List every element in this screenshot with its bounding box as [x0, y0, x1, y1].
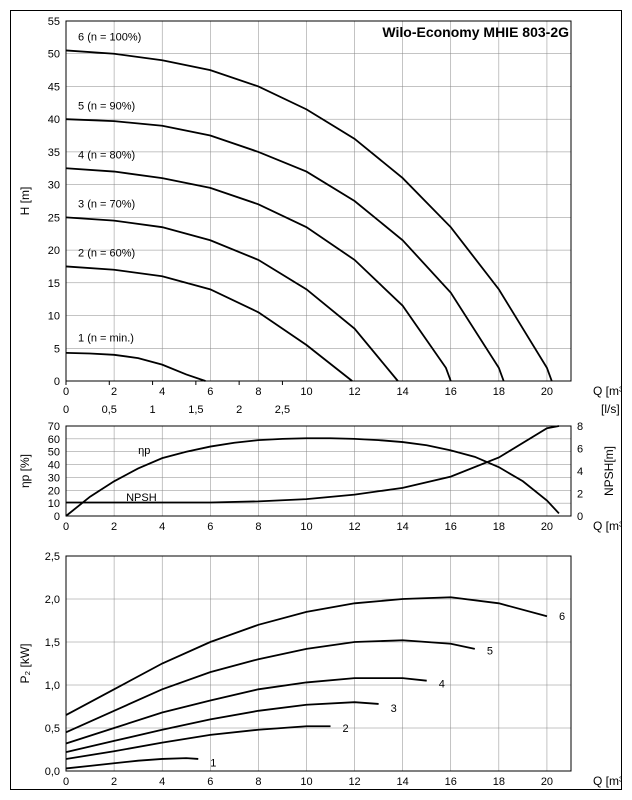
svg-text:10: 10	[300, 776, 312, 788]
svg-text:4: 4	[159, 521, 165, 533]
svg-text:20: 20	[541, 776, 553, 788]
svg-text:8: 8	[255, 521, 261, 533]
svg-text:4: 4	[439, 678, 445, 690]
svg-text:P₂ [kW]: P₂ [kW]	[18, 644, 32, 684]
svg-text:0: 0	[54, 511, 60, 523]
svg-text:2: 2	[111, 776, 117, 788]
svg-text:30: 30	[48, 472, 60, 484]
svg-text:5: 5	[54, 343, 60, 355]
svg-text:6: 6	[207, 386, 213, 398]
svg-text:40: 40	[48, 114, 60, 126]
svg-text:5: 5	[487, 646, 493, 658]
svg-text:1,5: 1,5	[188, 404, 203, 416]
svg-text:6: 6	[577, 444, 583, 456]
svg-text:45: 45	[48, 81, 60, 93]
svg-text:1: 1	[210, 757, 216, 769]
svg-text:10: 10	[300, 386, 312, 398]
svg-text:50: 50	[48, 49, 60, 61]
svg-text:Q [m³/h]: Q [m³/h]	[593, 519, 621, 533]
svg-text:20: 20	[48, 245, 60, 257]
svg-text:4: 4	[577, 466, 583, 478]
svg-text:2: 2	[343, 723, 349, 735]
svg-text:1 (n = min.): 1 (n = min.)	[78, 333, 134, 345]
svg-text:10: 10	[48, 311, 60, 323]
svg-text:35: 35	[48, 147, 60, 159]
svg-text:6: 6	[207, 776, 213, 788]
svg-text:2,5: 2,5	[275, 404, 290, 416]
svg-text:2,0: 2,0	[45, 594, 60, 606]
svg-text:NPSH[m]: NPSH[m]	[602, 446, 616, 496]
svg-text:6: 6	[207, 521, 213, 533]
svg-text:18: 18	[493, 521, 505, 533]
svg-text:8: 8	[577, 421, 583, 433]
svg-text:12: 12	[348, 386, 360, 398]
svg-text:0: 0	[63, 386, 69, 398]
svg-text:6 (n = 100%): 6 (n = 100%)	[78, 32, 141, 44]
svg-text:3 (n = 70%): 3 (n = 70%)	[78, 199, 135, 211]
svg-text:15: 15	[48, 278, 60, 290]
svg-text:4 (n = 80%): 4 (n = 80%)	[78, 149, 135, 161]
svg-text:[l/s]: [l/s]	[601, 402, 620, 416]
svg-text:20: 20	[541, 521, 553, 533]
svg-text:12: 12	[348, 776, 360, 788]
svg-text:60: 60	[48, 434, 60, 446]
svg-text:H [m]: H [m]	[18, 187, 32, 216]
svg-text:18: 18	[493, 386, 505, 398]
svg-text:2: 2	[111, 386, 117, 398]
svg-text:18: 18	[493, 776, 505, 788]
pump-curve-sheet: 02468101214161820Q [m³/h]00,511,522,5[l/…	[10, 10, 622, 790]
svg-text:0,0: 0,0	[45, 766, 60, 778]
svg-text:8: 8	[255, 776, 261, 788]
svg-text:14: 14	[397, 776, 409, 788]
svg-text:0: 0	[63, 404, 69, 416]
svg-text:Q [m³/h]: Q [m³/h]	[593, 774, 621, 788]
svg-text:0: 0	[63, 521, 69, 533]
svg-text:70: 70	[48, 421, 60, 433]
svg-text:Wilo-Economy MHIE 803-2G: Wilo-Economy MHIE 803-2G	[382, 24, 569, 40]
svg-text:2: 2	[111, 521, 117, 533]
svg-text:16: 16	[445, 521, 457, 533]
svg-text:20: 20	[541, 386, 553, 398]
svg-text:NPSH: NPSH	[126, 492, 157, 504]
svg-text:40: 40	[48, 460, 60, 472]
svg-text:0,5: 0,5	[45, 723, 60, 735]
svg-text:2 (n = 60%): 2 (n = 60%)	[78, 248, 135, 260]
svg-text:2: 2	[236, 404, 242, 416]
svg-text:ηp: ηp	[138, 445, 150, 457]
svg-text:0: 0	[54, 376, 60, 388]
svg-text:1: 1	[150, 404, 156, 416]
svg-text:Q [m³/h]: Q [m³/h]	[593, 384, 621, 398]
svg-text:8: 8	[255, 386, 261, 398]
chart-svg: 02468101214161820Q [m³/h]00,511,522,5[l/…	[11, 11, 621, 789]
svg-text:16: 16	[445, 776, 457, 788]
svg-text:16: 16	[445, 386, 457, 398]
svg-text:4: 4	[159, 386, 165, 398]
svg-text:25: 25	[48, 212, 60, 224]
svg-text:ηp [%]: ηp [%]	[18, 454, 32, 488]
svg-text:50: 50	[48, 447, 60, 459]
svg-text:3: 3	[391, 703, 397, 715]
svg-text:14: 14	[397, 386, 409, 398]
svg-text:2: 2	[577, 489, 583, 501]
svg-text:20: 20	[48, 485, 60, 497]
svg-text:10: 10	[48, 498, 60, 510]
svg-text:5 (n = 90%): 5 (n = 90%)	[78, 100, 135, 112]
svg-text:10: 10	[300, 521, 312, 533]
svg-text:1,0: 1,0	[45, 680, 60, 692]
svg-text:0: 0	[63, 776, 69, 788]
svg-text:1,5: 1,5	[45, 637, 60, 649]
svg-text:0,5: 0,5	[102, 404, 117, 416]
svg-text:2,5: 2,5	[45, 551, 60, 563]
svg-text:14: 14	[397, 521, 409, 533]
svg-text:0: 0	[577, 511, 583, 523]
svg-text:6: 6	[559, 611, 565, 623]
svg-text:4: 4	[159, 776, 165, 788]
svg-text:30: 30	[48, 180, 60, 192]
svg-text:12: 12	[348, 521, 360, 533]
svg-text:55: 55	[48, 16, 60, 28]
